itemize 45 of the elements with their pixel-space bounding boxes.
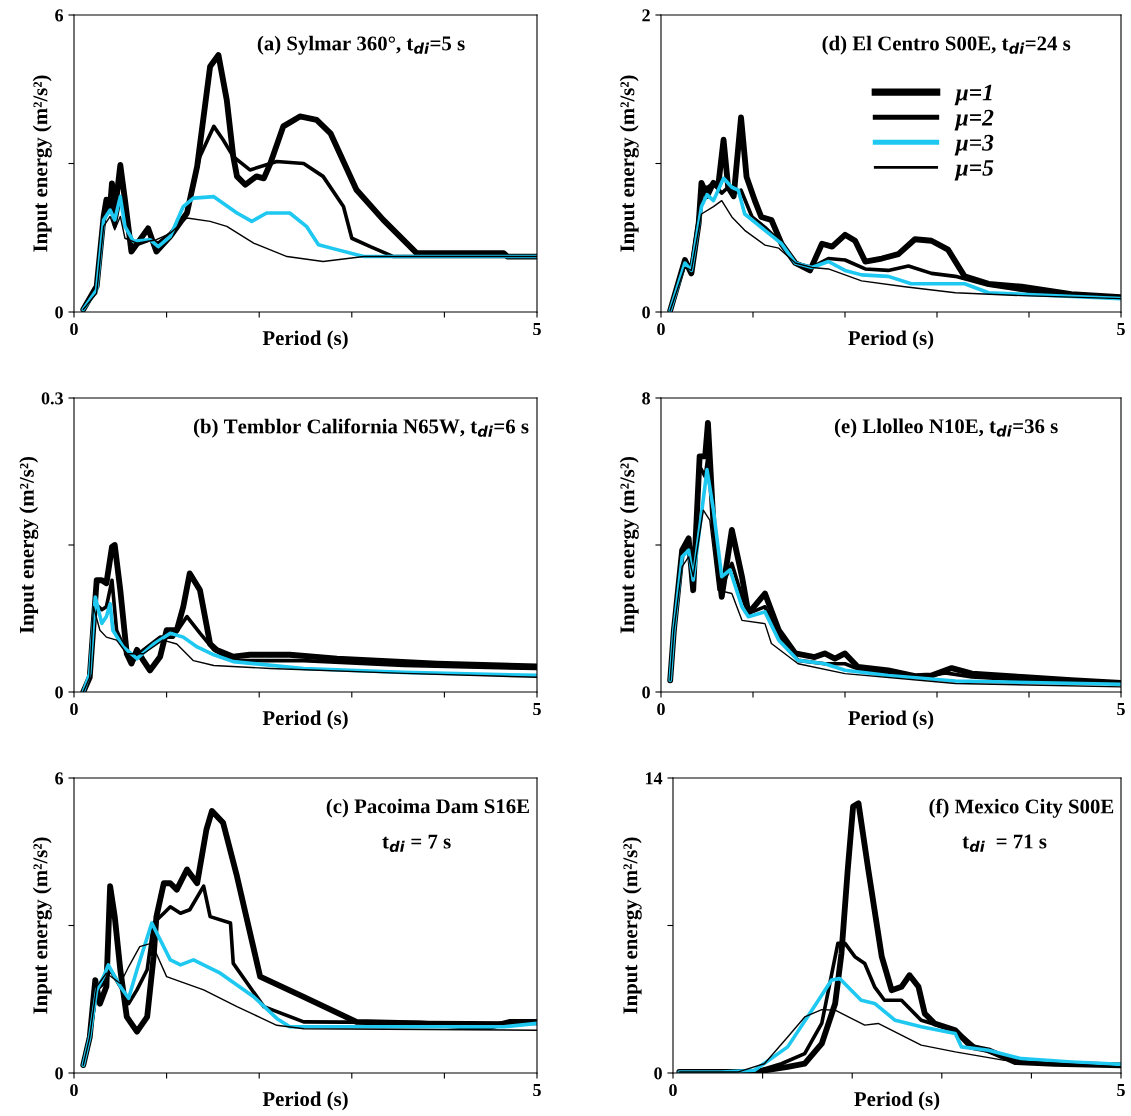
- y-tick-label: 6: [55, 9, 64, 22]
- y-axis-title: Input energy (m²/s²): [32, 75, 52, 252]
- x-tick-label: 5: [1117, 323, 1125, 336]
- x-tick-label: 0: [70, 1083, 78, 1097]
- y-tick-label: 0: [55, 306, 63, 319]
- y-tick-label: 0: [55, 1067, 63, 1080]
- x-axis-title: Period (s): [848, 710, 934, 730]
- y-tick-label: 14: [645, 772, 663, 785]
- legend-label: μ=2: [954, 109, 994, 131]
- legend-label: μ=5: [954, 160, 994, 181]
- text: t$_{di}$ = 71 s: [962, 834, 1047, 852]
- y-tick-label: 6: [55, 772, 64, 785]
- y-axis-title: Input energy (m²/s²): [32, 837, 52, 1014]
- text: (e) Llolleo N10E, t$_{di}$=36 s: [834, 418, 1058, 438]
- text: (b) Temblor California N65W, t$_{di}$=6 s: [193, 418, 529, 438]
- text: (d) El Centro S00E, t$_{di}$=24 s: [822, 35, 1071, 55]
- y-axis-title: Input energy (m²/s²): [619, 75, 639, 252]
- x-tick-label: 0: [669, 1083, 677, 1097]
- text: t$_{di}$ = 7 s: [382, 834, 451, 853]
- y-tick-label: 2: [642, 9, 650, 22]
- x-axis-title: Period (s): [262, 710, 348, 730]
- y-tick-label: 0: [55, 686, 63, 699]
- x-tick-label: 5: [1117, 703, 1125, 716]
- text: (c) Pacoima Dam S16E: [326, 798, 529, 818]
- x-tick-label: 0: [70, 702, 78, 716]
- y-axis-title: Input energy (m²/s²): [619, 456, 639, 634]
- x-axis-title: Period (s): [262, 330, 348, 350]
- y-tick-label: 0: [642, 306, 650, 319]
- x-tick-label: 5: [533, 703, 541, 716]
- x-tick-label: 5: [533, 323, 541, 336]
- y-tick-label: 8: [642, 392, 650, 405]
- legend-label: μ=1: [954, 84, 992, 106]
- x-axis-title: Period (s): [848, 330, 934, 350]
- x-tick-label: 5: [1117, 1084, 1125, 1097]
- text: (f) Mexico City S00E: [929, 798, 1114, 818]
- x-axis-title: Period (s): [262, 1091, 348, 1111]
- y-tick-label: 0.3: [41, 392, 63, 405]
- x-tick-label: 0: [70, 322, 78, 336]
- y-axis-title: Input energy (m²/s²): [622, 837, 642, 1014]
- y-axis-title: Input energy (m²/s²): [19, 456, 39, 634]
- text: (a) Sylmar 360°, t$_{di}$=5 s: [257, 35, 465, 55]
- y-tick-label: 0: [642, 686, 650, 699]
- legend-label: μ=3: [954, 134, 994, 156]
- x-axis-title: Period (s): [854, 1091, 940, 1111]
- x-tick-label: 5: [533, 1084, 541, 1097]
